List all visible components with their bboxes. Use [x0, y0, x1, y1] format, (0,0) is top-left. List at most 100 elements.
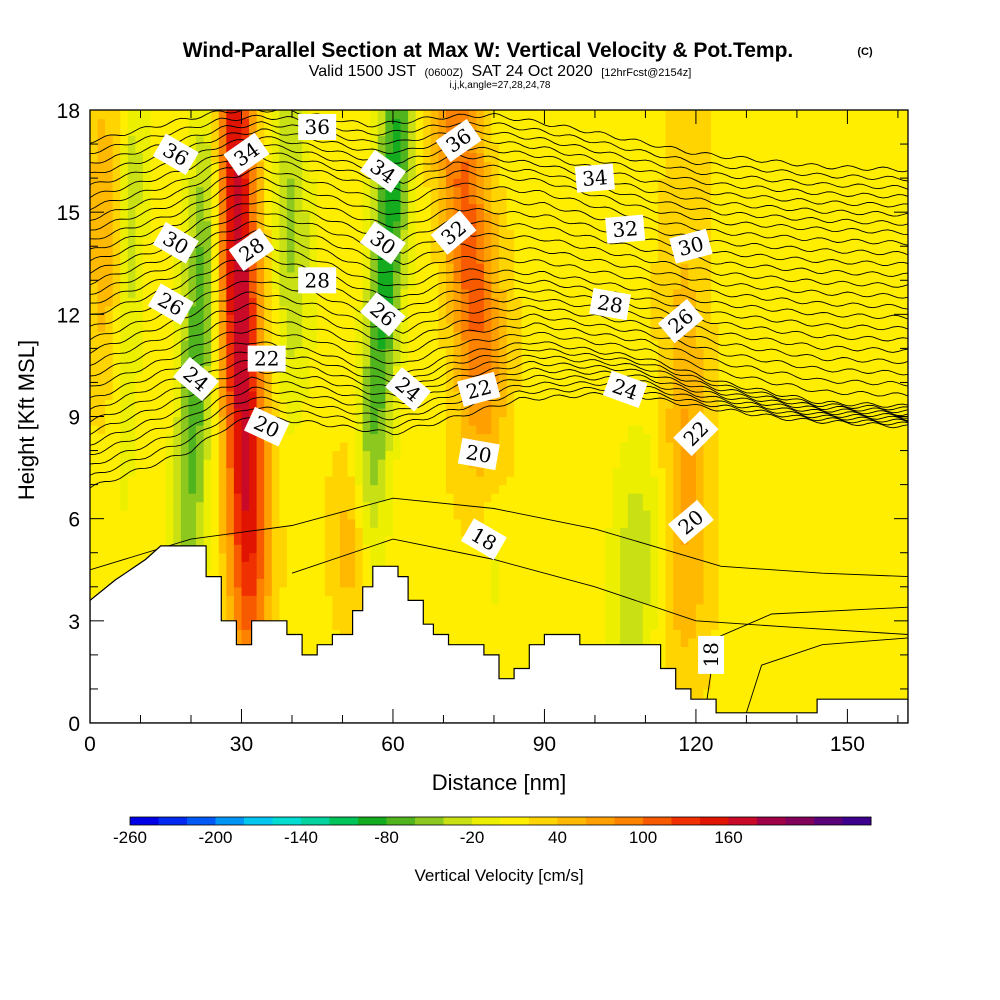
velocity-cell — [544, 612, 553, 622]
velocity-cell — [309, 161, 318, 171]
velocity-cell — [150, 178, 159, 188]
velocity-cell — [173, 263, 182, 273]
velocity-cell — [211, 408, 220, 418]
velocity-cell — [120, 467, 129, 477]
velocity-cell — [233, 118, 243, 128]
velocity-cell — [559, 510, 568, 520]
velocity-cell — [423, 595, 432, 605]
velocity-cell — [143, 382, 152, 392]
velocity-cell — [605, 569, 614, 579]
velocity-cell — [264, 263, 273, 273]
velocity-cell — [453, 629, 462, 639]
velocity-cell — [453, 510, 462, 520]
velocity-cell — [249, 484, 258, 494]
velocity-cell — [574, 118, 583, 128]
velocity-cell — [605, 203, 614, 213]
velocity-cell — [233, 331, 243, 341]
velocity-cell — [559, 629, 568, 639]
velocity-cell — [461, 237, 470, 247]
velocity-cell — [256, 527, 265, 537]
velocity-cell — [536, 263, 546, 273]
velocity-cell — [271, 118, 280, 128]
velocity-cell — [605, 484, 614, 494]
velocity-cell — [355, 169, 364, 179]
velocity-cell — [514, 195, 523, 205]
velocity-cell — [233, 229, 243, 239]
velocity-cell — [105, 297, 114, 307]
velocity-cell — [279, 442, 288, 452]
velocity-cell — [438, 476, 447, 486]
velocity-cell — [332, 254, 341, 264]
velocity-cell — [506, 246, 515, 256]
velocity-cell — [476, 229, 485, 239]
velocity-cell — [544, 288, 553, 298]
velocity-cell — [355, 186, 364, 196]
velocity-cell — [302, 484, 311, 494]
velocity-cell — [453, 527, 462, 537]
velocity-cell — [324, 314, 333, 324]
velocity-cell — [423, 450, 432, 460]
velocity-cell — [233, 510, 243, 520]
velocity-cell — [218, 186, 227, 196]
velocity-cell — [339, 254, 349, 264]
velocity-cell — [415, 195, 424, 205]
velocity-cell — [143, 433, 152, 443]
velocity-cell — [521, 254, 530, 264]
velocity-cell — [294, 288, 303, 298]
velocity-cell — [347, 297, 356, 307]
velocity-cell — [453, 459, 462, 469]
velocity-cell — [211, 161, 220, 171]
velocity-cell — [218, 450, 227, 460]
velocity-cell — [582, 569, 591, 579]
velocity-cell — [302, 620, 311, 630]
velocity-cell — [559, 425, 568, 435]
velocity-cell — [211, 484, 220, 494]
velocity-cell — [423, 161, 432, 171]
velocity-cell — [271, 476, 280, 486]
velocity-cell — [423, 603, 432, 613]
velocity-cell — [286, 501, 296, 511]
velocity-cell — [529, 391, 538, 401]
velocity-cell — [438, 620, 447, 630]
velocity-cell — [521, 271, 530, 281]
velocity-cell — [453, 339, 462, 349]
velocity-cell — [567, 552, 576, 562]
velocity-cell — [408, 339, 417, 349]
velocity-cell — [468, 161, 477, 171]
velocity-cell — [264, 178, 273, 188]
velocity-cell — [256, 314, 265, 324]
velocity-cell — [415, 476, 424, 486]
velocity-cell — [400, 339, 409, 349]
velocity-cell — [347, 493, 356, 503]
velocity-cell — [597, 220, 606, 230]
velocity-cell — [408, 442, 417, 452]
velocity-cell — [552, 527, 561, 537]
velocity-cell — [143, 271, 152, 281]
velocity-cell — [286, 629, 296, 639]
velocity-cell — [158, 493, 167, 503]
velocity-cell — [468, 280, 477, 290]
velocity-cell — [415, 578, 424, 588]
velocity-cell — [271, 484, 280, 494]
velocity-cell — [446, 569, 455, 579]
velocity-cell — [544, 518, 553, 528]
velocity-cell — [393, 127, 402, 137]
velocity-cell — [529, 416, 538, 426]
velocity-cell — [430, 322, 439, 332]
velocity-cell — [559, 118, 568, 128]
velocity-cell — [559, 339, 568, 349]
velocity-cell — [574, 399, 583, 409]
velocity-cell — [582, 459, 591, 469]
velocity-cell — [468, 544, 477, 554]
velocity-cell — [324, 425, 333, 435]
velocity-cell — [370, 118, 379, 128]
velocity-cell — [423, 339, 432, 349]
velocity-cell — [521, 212, 530, 222]
velocity-cell — [506, 297, 515, 307]
velocity-cell — [286, 271, 296, 281]
velocity-cell — [430, 254, 439, 264]
velocity-cell — [567, 493, 576, 503]
velocity-cell — [309, 399, 318, 409]
velocity-cell — [453, 331, 462, 341]
velocity-cell — [249, 373, 258, 383]
